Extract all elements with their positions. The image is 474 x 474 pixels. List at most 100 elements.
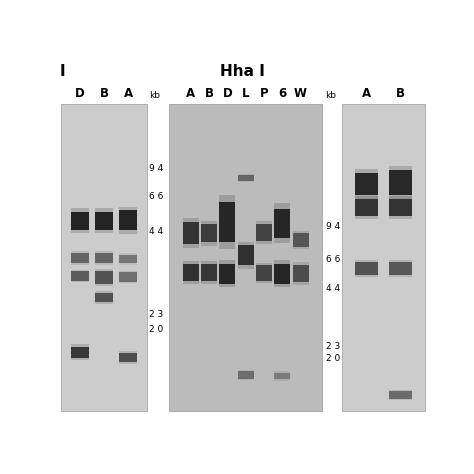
Text: 2 0: 2 0 <box>326 354 340 363</box>
Bar <box>95 230 113 233</box>
Bar <box>119 255 137 263</box>
Bar <box>256 265 272 281</box>
Bar <box>389 200 412 216</box>
Bar <box>274 283 290 287</box>
Bar <box>274 379 290 381</box>
Text: A: A <box>362 87 371 100</box>
Text: 4 4: 4 4 <box>326 284 340 293</box>
Bar <box>355 260 378 262</box>
Bar <box>183 219 199 222</box>
Bar <box>95 272 113 283</box>
Text: I: I <box>60 64 65 79</box>
Bar <box>71 270 89 272</box>
Bar <box>389 399 412 400</box>
Bar <box>355 169 378 173</box>
Bar <box>119 351 137 353</box>
Bar <box>389 275 412 277</box>
Bar <box>274 373 290 379</box>
Bar <box>201 220 217 224</box>
Bar <box>119 362 137 364</box>
Text: 6 6: 6 6 <box>326 255 340 264</box>
Bar <box>95 211 113 230</box>
Text: 2 0: 2 0 <box>149 325 164 334</box>
Text: 4 4: 4 4 <box>149 227 164 236</box>
Bar <box>274 260 290 264</box>
Bar <box>389 216 412 219</box>
Bar <box>219 242 236 249</box>
Bar <box>119 253 137 255</box>
Bar <box>119 263 137 264</box>
Bar <box>292 247 309 249</box>
Text: Hha I: Hha I <box>220 64 265 79</box>
Bar <box>237 242 254 246</box>
Bar <box>256 224 272 241</box>
Bar <box>201 281 217 283</box>
Bar <box>183 244 199 248</box>
Bar <box>201 261 217 264</box>
Bar <box>183 281 199 283</box>
Bar <box>342 104 425 411</box>
Bar <box>71 346 89 358</box>
Text: D: D <box>75 87 85 100</box>
Bar <box>95 253 113 263</box>
Bar <box>274 264 290 283</box>
Bar <box>389 195 412 199</box>
Text: 2 3: 2 3 <box>326 342 340 351</box>
Bar <box>71 208 89 211</box>
Bar <box>292 233 309 247</box>
Bar <box>237 246 254 265</box>
Text: D: D <box>222 87 232 100</box>
Text: A: A <box>186 87 195 100</box>
Bar <box>389 260 412 262</box>
Bar <box>292 265 309 282</box>
Bar <box>71 230 89 233</box>
Text: 6 6: 6 6 <box>149 192 164 201</box>
Bar <box>119 210 137 230</box>
Bar <box>274 371 290 373</box>
Text: B: B <box>396 87 405 100</box>
Bar <box>71 281 89 283</box>
Bar <box>71 272 89 281</box>
Text: L: L <box>242 87 249 100</box>
Bar <box>355 196 378 200</box>
Bar <box>355 275 378 277</box>
Bar <box>95 263 113 264</box>
Text: 9 4: 9 4 <box>326 222 340 231</box>
Text: P: P <box>260 87 268 100</box>
Bar <box>119 273 137 282</box>
Bar <box>95 293 113 302</box>
Text: kb: kb <box>149 91 160 100</box>
Bar <box>389 166 412 170</box>
Bar <box>183 264 199 281</box>
Bar <box>95 291 113 293</box>
Bar <box>237 181 254 182</box>
Bar <box>95 251 113 253</box>
Bar <box>71 211 89 230</box>
Bar <box>355 216 378 219</box>
Text: 6: 6 <box>278 87 286 100</box>
Bar <box>219 195 236 202</box>
Bar <box>219 260 236 264</box>
Bar <box>95 283 113 286</box>
Text: A: A <box>124 87 133 100</box>
Bar <box>292 282 309 285</box>
Bar <box>95 302 113 304</box>
Bar <box>119 353 137 362</box>
Bar <box>389 170 412 195</box>
Text: B: B <box>205 87 214 100</box>
Bar <box>256 221 272 224</box>
Bar <box>119 230 137 234</box>
Text: 9 4: 9 4 <box>149 164 164 173</box>
Bar <box>219 202 236 242</box>
Bar <box>71 253 89 263</box>
Bar <box>355 195 378 199</box>
Bar <box>274 203 290 209</box>
Bar <box>71 251 89 253</box>
Bar <box>389 391 412 399</box>
Bar <box>95 208 113 211</box>
Bar <box>292 262 309 265</box>
Bar <box>355 262 378 275</box>
Bar <box>119 282 137 283</box>
Bar <box>355 200 378 216</box>
Bar <box>237 174 254 175</box>
